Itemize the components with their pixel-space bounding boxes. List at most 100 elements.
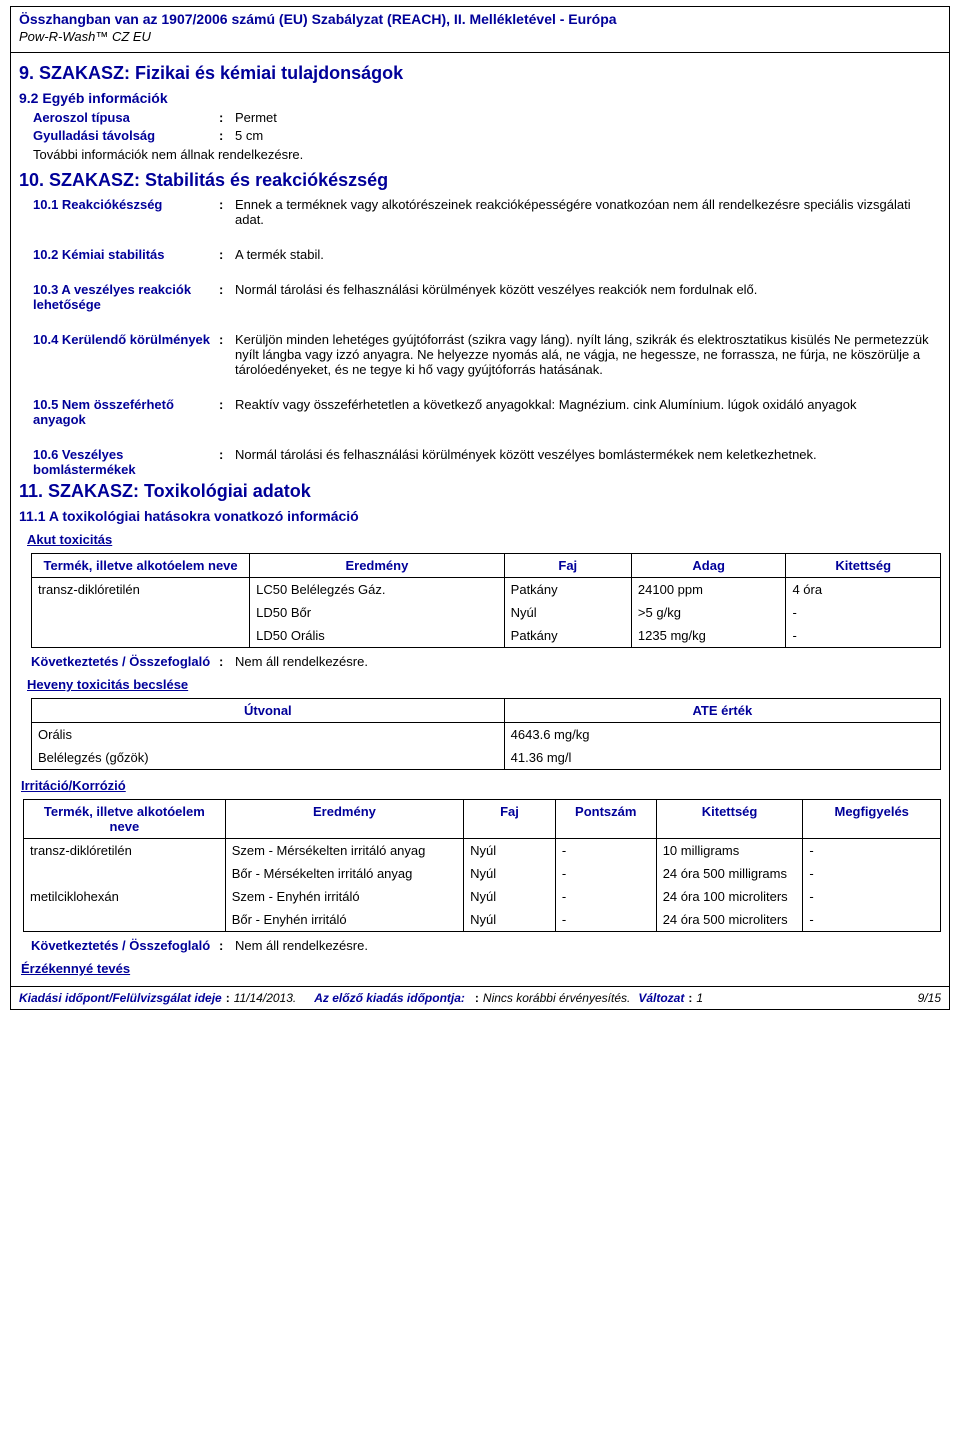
t3-cell: Bőr - Enyhén irritáló	[225, 908, 463, 932]
row-10-5: 10.5 Nem összeférhető anyagok : Reaktív …	[19, 397, 941, 427]
footer-page-number: 9/15	[918, 991, 941, 1005]
table-row: transz-diklóretilén LC50 Belélegzés Gáz.…	[32, 578, 941, 602]
table-row: metilciklohexán Szem - Enyhén irritáló N…	[24, 885, 941, 908]
value-10-1: Ennek a terméknek vagy alkotórészeinek r…	[235, 197, 941, 227]
t1-cell: transz-diklóretilén	[32, 578, 250, 648]
colon: :	[219, 397, 235, 412]
t1-cell: >5 g/kg	[631, 601, 786, 624]
section-11-title: 11. SZAKASZ: Toxikológiai adatok	[19, 481, 941, 502]
ate-table: Útvonal ATE érték Orális 4643.6 mg/kg Be…	[31, 698, 941, 770]
page-header: Összhangban van az 1907/2006 számú (EU) …	[11, 7, 949, 53]
irritation-table: Termék, illetve alkotóelem neve Eredmény…	[23, 799, 941, 932]
colon: :	[219, 197, 235, 212]
value-10-6: Normál tárolási és felhasználási körülmé…	[235, 447, 941, 462]
t1-cell: Patkány	[504, 624, 631, 648]
t3-cell: Nyúl	[464, 862, 556, 885]
table-row: Bőr - Mérsékelten irritáló anyag Nyúl - …	[24, 862, 941, 885]
t1-cell: Patkány	[504, 578, 631, 602]
acute-toxicity-heading: Akut toxicitás	[27, 532, 941, 547]
t2-cell: 4643.6 mg/kg	[504, 723, 940, 747]
t3-cell: -	[803, 862, 941, 885]
value-10-5: Reaktív vagy összeférhetetlen a következ…	[235, 397, 941, 412]
t3-cell: -	[555, 862, 656, 885]
colon: :	[219, 938, 235, 953]
t3-cell: Nyúl	[464, 908, 556, 932]
t2-h1: Útvonal	[32, 699, 505, 723]
page-container: Összhangban van az 1907/2006 számú (EU) …	[10, 6, 950, 1010]
colon: :	[219, 110, 235, 125]
t3-h3: Faj	[464, 800, 556, 839]
page-footer: Kiadási időpont/Felülvizsgálat ideje : 1…	[11, 986, 949, 1009]
t2-cell: Belélegzés (gőzök)	[32, 746, 505, 770]
colon: :	[219, 447, 235, 462]
conclusion-label: Következtetés / Összefoglaló	[31, 654, 219, 669]
colon: :	[219, 332, 235, 347]
t1-cell: LD50 Orális	[250, 624, 505, 648]
t2-cell: Orális	[32, 723, 505, 747]
t1-cell: 1235 mg/kg	[631, 624, 786, 648]
value-aerosol-type: Permet	[235, 110, 941, 125]
section-9-2-subtitle: 9.2 Egyéb információk	[19, 90, 941, 106]
t1-cell: 24100 ppm	[631, 578, 786, 602]
footer-version-value: 1	[696, 991, 703, 1005]
label-10-1: 10.1 Reakciókészség	[19, 197, 219, 212]
t3-h6: Megfigyelés	[803, 800, 941, 839]
t1-cell: LC50 Belélegzés Gáz.	[250, 578, 505, 602]
t3-cell: Nyúl	[464, 839, 556, 863]
value-10-3: Normál tárolási és felhasználási körülmé…	[235, 282, 941, 297]
row-10-6: 10.6 Veszélyes bomlástermékek : Normál t…	[19, 447, 941, 477]
conclusion-row-2: Következtetés / Összefoglaló : Nem áll r…	[31, 938, 941, 953]
acute-estimate-heading: Heveny toxicitás becslése	[27, 677, 941, 692]
conclusion-row-1: Következtetés / Összefoglaló : Nem áll r…	[31, 654, 941, 669]
colon: :	[688, 991, 692, 1005]
t3-cell: -	[555, 908, 656, 932]
row-ignition-distance: Gyulladási távolság : 5 cm	[19, 128, 941, 143]
t3-h4: Pontszám	[555, 800, 656, 839]
t1-h3: Faj	[504, 554, 631, 578]
table-row: Bőr - Enyhén irritáló Nyúl - 24 óra 500 …	[24, 908, 941, 932]
t1-cell: LD50 Bőr	[250, 601, 505, 624]
footer-version-label: Változat	[638, 991, 684, 1005]
t3-cell	[24, 908, 226, 932]
value-ignition-distance: 5 cm	[235, 128, 941, 143]
table-row: Orális 4643.6 mg/kg	[32, 723, 941, 747]
t3-cell: Szem - Enyhén irritáló	[225, 885, 463, 908]
section-10-title: 10. SZAKASZ: Stabilitás és reakciókészsé…	[19, 170, 941, 191]
colon: :	[219, 654, 235, 669]
label-10-5: 10.5 Nem összeférhető anyagok	[19, 397, 219, 427]
t1-h4: Adag	[631, 554, 786, 578]
t3-cell	[24, 862, 226, 885]
t1-h1: Termék, illetve alkotóelem neve	[32, 554, 250, 578]
value-10-2: A termék stabil.	[235, 247, 941, 262]
section-9-note: További információk nem állnak rendelkez…	[33, 147, 941, 162]
t1-cell: 4 óra	[786, 578, 941, 602]
row-aerosol-type: Aeroszol típusa : Permet	[19, 110, 941, 125]
label-10-4: 10.4 Kerülendő körülmények	[19, 332, 219, 347]
t3-h1: Termék, illetve alkotóelem neve	[24, 800, 226, 839]
t3-cell: 10 milligrams	[656, 839, 803, 863]
t3-cell: 24 óra 100 microliters	[656, 885, 803, 908]
t2-cell: 41.36 mg/l	[504, 746, 940, 770]
colon: :	[219, 282, 235, 297]
t1-cell: -	[786, 601, 941, 624]
t2-h2: ATE érték	[504, 699, 940, 723]
colon: :	[219, 128, 235, 143]
row-10-3: 10.3 A veszélyes reakciók lehetősége : N…	[19, 282, 941, 312]
label-10-2: 10.2 Kémiai stabilitás	[19, 247, 219, 262]
irritation-heading: Irritáció/Korrózió	[21, 778, 941, 793]
conclusion-label-2: Következtetés / Összefoglaló	[31, 938, 219, 953]
page-content: 9. SZAKASZ: Fizikai és kémiai tulajdonsá…	[11, 53, 949, 986]
t3-h2: Eredmény	[225, 800, 463, 839]
t3-cell: Szem - Mérsékelten irritáló anyag	[225, 839, 463, 863]
label-10-3: 10.3 A veszélyes reakciók lehetősége	[19, 282, 219, 312]
t3-cell: metilciklohexán	[24, 885, 226, 908]
product-name: Pow-R-Wash™ CZ EU	[19, 27, 941, 48]
t3-cell: -	[803, 908, 941, 932]
table-row: Belélegzés (gőzök) 41.36 mg/l	[32, 746, 941, 770]
t1-cell: Nyúl	[504, 601, 631, 624]
t1-cell: -	[786, 624, 941, 648]
colon: :	[475, 991, 479, 1005]
footer-prev-value: Nincs korábbi érvényesítés.	[483, 991, 630, 1005]
footer-issue-value: 11/14/2013.	[234, 991, 297, 1005]
row-10-2: 10.2 Kémiai stabilitás : A termék stabil…	[19, 247, 941, 262]
